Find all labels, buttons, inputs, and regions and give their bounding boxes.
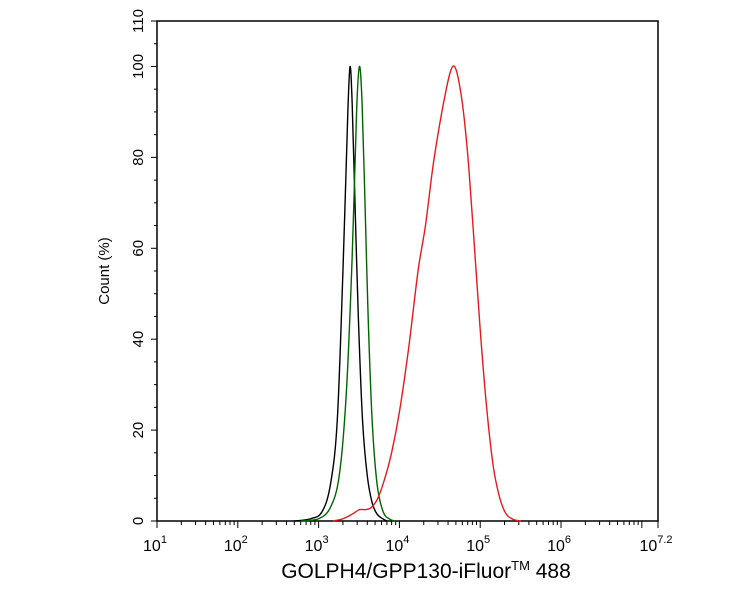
x-axis-label-main: GOLPH4/GPP130-iFluor <box>281 560 511 583</box>
x-tick-label: 104 <box>385 534 409 555</box>
x-tick-base: 10 <box>639 538 657 555</box>
x-tick-label: 101 <box>143 534 167 555</box>
x-tick-base: 10 <box>466 538 484 555</box>
y-tick-label: 110 <box>130 9 147 33</box>
x-tick-label: 103 <box>305 534 329 555</box>
x-axis-label: GOLPH4/GPP130-iFluorTM 488 <box>281 558 571 583</box>
x-axis-label-tail: 488 <box>530 560 571 583</box>
x-tick-label: 106 <box>547 534 571 555</box>
x-tick-label: 105 <box>466 534 490 555</box>
series-group <box>294 65 522 522</box>
x-tick-exponent: 7.2 <box>657 534 672 546</box>
x-tick-exponent: 4 <box>403 534 409 546</box>
x-tick-exponent: 6 <box>565 534 571 546</box>
y-axis: 0 20 40 60 80 100 110 <box>130 9 157 525</box>
y-tick-label: 20 <box>130 422 147 439</box>
plot-frame <box>156 20 659 522</box>
x-tick-exponent: 1 <box>161 534 167 546</box>
x-tick-exponent: 5 <box>484 534 490 546</box>
x-tick-base: 10 <box>547 538 565 555</box>
y-axis-label: Count (%) <box>96 237 113 305</box>
y-tick-label: 40 <box>130 331 147 348</box>
x-axis: 101 102 103 104 105 106 107.2 <box>143 521 673 555</box>
x-tick-exponent: 3 <box>322 534 328 546</box>
x-tick-label: 107.2 <box>639 534 672 555</box>
series-line-1 <box>294 65 388 522</box>
y-tick-label: 60 <box>130 240 147 257</box>
y-tick-label: 100 <box>130 54 147 79</box>
x-tick-exponent: 2 <box>242 534 248 546</box>
x-tick-label: 102 <box>224 534 248 555</box>
y-tick-label: 0 <box>130 517 147 525</box>
x-tick-base: 10 <box>224 538 242 555</box>
y-tick-label: 80 <box>130 149 147 166</box>
series-line-3 <box>332 65 522 522</box>
series-line-2 <box>300 65 396 522</box>
x-tick-base: 10 <box>385 538 403 555</box>
x-tick-base: 10 <box>305 538 323 555</box>
x-axis-label-sup: TM <box>511 558 530 573</box>
x-tick-base: 10 <box>143 538 161 555</box>
